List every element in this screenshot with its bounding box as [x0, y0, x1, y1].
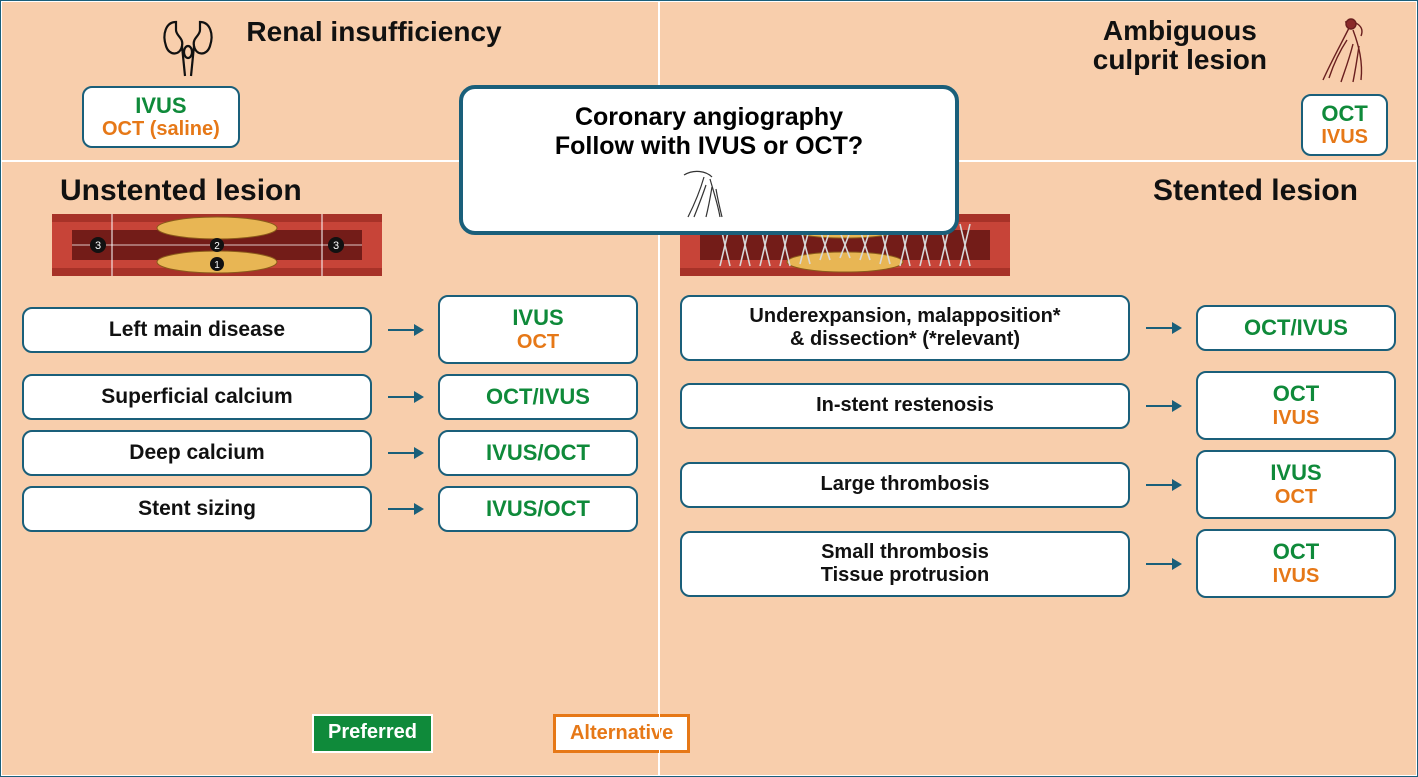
ambiguous-recommendation: OCT IVUS: [1301, 94, 1388, 156]
cond-large-thrombosis: Large thrombosis: [680, 462, 1130, 508]
rec-restenosis: OCT IVUS: [1196, 371, 1396, 440]
arrow-icon: [386, 441, 424, 465]
unstented-vessel-illustration: 3 3 2 1: [52, 214, 382, 276]
stented-row: Small thrombosis Tissue protrusion OCT I…: [680, 529, 1396, 598]
kidneys-icon: [158, 16, 218, 80]
marker-1: 1: [214, 260, 220, 271]
cond-underexpansion: Underexpansion, malapposition* & dissect…: [680, 295, 1130, 361]
arrow-icon: [386, 385, 424, 409]
unstented-row: Superficial calcium OCT/IVUS: [22, 374, 638, 420]
cond-restenosis: In-stent restenosis: [680, 383, 1130, 429]
ambiguous-title: Ambiguous culprit lesion: [1093, 16, 1267, 75]
unstented-row: Deep calcium IVUS/OCT: [22, 430, 638, 476]
stented-row: Large thrombosis IVUS OCT: [680, 450, 1396, 519]
marker-3b: 3: [333, 240, 339, 252]
stented-row: Underexpansion, malapposition* & dissect…: [680, 295, 1396, 361]
renal-alt: OCT (saline): [102, 118, 220, 141]
coronary-sketch-icon: [1301, 16, 1386, 88]
arrow-icon: [1144, 552, 1182, 576]
cond-stent-sizing: Stent sizing: [22, 486, 372, 532]
rec-left-main: IVUS OCT: [438, 295, 638, 364]
coronary-tree-icon: [485, 167, 933, 221]
diagram-container: Renal insufficiency IVUS OCT (saline) Am…: [0, 0, 1418, 777]
unstented-row: Stent sizing IVUS/OCT: [22, 486, 638, 532]
rec-deep-ca: IVUS/OCT: [438, 430, 638, 476]
legend: Preferred Alternative: [312, 714, 690, 753]
cond-small-thrombosis: Small thrombosis Tissue protrusion: [680, 531, 1130, 597]
rec-large-thrombosis: IVUS OCT: [1196, 450, 1396, 519]
marker-2: 2: [214, 241, 220, 252]
central-question: Coronary angiography Follow with IVUS or…: [459, 85, 959, 235]
arrow-icon: [386, 497, 424, 521]
rec-small-thrombosis: OCT IVUS: [1196, 529, 1396, 598]
rec-superficial-ca: OCT/IVUS: [438, 374, 638, 420]
central-q-line1: Coronary angiography: [485, 103, 933, 132]
rec-stent-sizing: IVUS/OCT: [438, 486, 638, 532]
unstented-row: Left main disease IVUS OCT: [22, 295, 638, 364]
renal-recommendation: IVUS OCT (saline): [82, 86, 240, 148]
central-q-line2: Follow with IVUS or OCT?: [485, 132, 933, 161]
ambiguous-title-l1: Ambiguous: [1093, 16, 1267, 45]
arrow-icon: [1144, 394, 1182, 418]
cond-superficial-ca: Superficial calcium: [22, 374, 372, 420]
ambiguous-pref: OCT: [1321, 101, 1367, 126]
cond-deep-ca: Deep calcium: [22, 430, 372, 476]
arrow-icon: [386, 318, 424, 342]
renal-title: Renal insufficiency: [246, 16, 501, 48]
arrow-icon: [1144, 316, 1182, 340]
ambiguous-title-l2: culprit lesion: [1093, 45, 1267, 74]
rec-underexpansion: OCT/IVUS: [1196, 305, 1396, 351]
ambiguous-alt: IVUS: [1321, 126, 1368, 149]
legend-preferred: Preferred: [312, 714, 433, 753]
quadrant-stented: Stented lesion Underexpansion, malapposi…: [659, 161, 1417, 776]
stented-row: In-stent restenosis OCT IVUS: [680, 371, 1396, 440]
arrow-icon: [1144, 473, 1182, 497]
quadrant-unstented: Unstented lesion 3 3 2 1 Left main disea…: [1, 161, 659, 776]
marker-3a: 3: [95, 240, 101, 252]
renal-pref: IVUS: [135, 93, 186, 118]
cond-left-main: Left main disease: [22, 307, 372, 353]
